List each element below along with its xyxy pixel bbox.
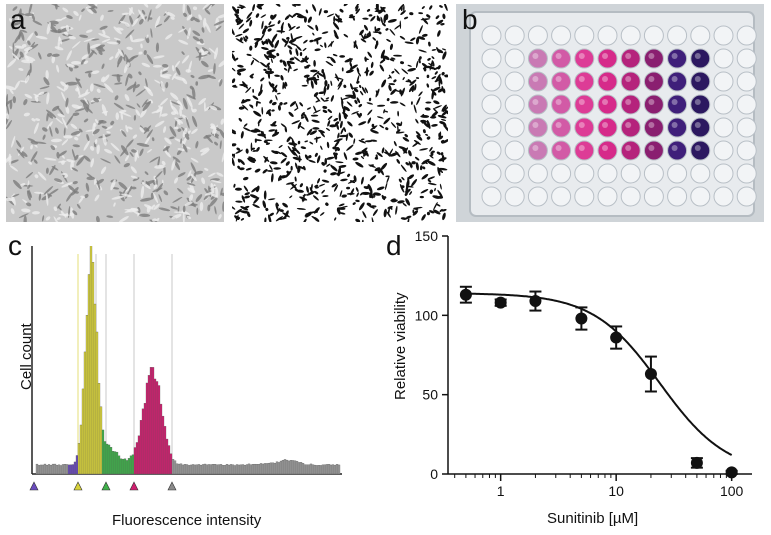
data-point [610, 331, 623, 344]
data-point [725, 466, 738, 479]
panel-label-b: b [462, 4, 478, 35]
segmented-cells-image [232, 4, 448, 222]
panel-label-c: c [8, 230, 22, 261]
gate-marker-triangle [129, 481, 139, 491]
dose-xlabel: Sunitinib [µM] [547, 510, 639, 527]
gate-marker-triangle [73, 481, 83, 491]
plate-wells [481, 25, 757, 207]
x-tick-label: 1 [497, 483, 505, 499]
data-point [459, 288, 472, 301]
dose-axes: 0 50 100 150 1 10 100 [415, 228, 752, 499]
data-point [494, 296, 507, 309]
binary-texture [232, 4, 448, 222]
well-plate-image [456, 4, 764, 222]
gate-marker-triangle [29, 481, 39, 491]
cell-culture-image [6, 4, 224, 222]
cell-texture [6, 4, 224, 222]
binary-mask-image [232, 4, 448, 222]
histogram-bars [35, 246, 341, 475]
histogram-ylabel: Cell count [18, 323, 35, 390]
y-tick-label: 150 [415, 228, 439, 244]
dose-response-chart: 0 50 100 150 1 10 100 [415, 228, 752, 499]
y-tick-label: 100 [415, 307, 439, 323]
panel-label-a: a [10, 4, 26, 35]
y-tick-label: 0 [430, 466, 438, 482]
fluorescence-histogram [29, 246, 342, 491]
panel-label-d: d [386, 230, 402, 261]
data-points [459, 285, 738, 479]
data-point [575, 312, 588, 325]
well-plate-photo [456, 4, 764, 222]
histogram-xlabel: Fluorescence intensity [112, 512, 262, 529]
x-tick-label: 100 [720, 483, 744, 499]
data-point [644, 368, 657, 381]
gate-markers [29, 481, 177, 491]
data-point [529, 295, 542, 308]
cell-culture-micrograph [6, 4, 224, 222]
x-tick-label: 10 [608, 483, 624, 499]
dose-ylabel: Relative viability [392, 292, 409, 400]
gate-marker-triangle [101, 481, 111, 491]
fit-curve [465, 292, 733, 456]
y-tick-label: 50 [422, 387, 438, 403]
data-point [690, 456, 703, 469]
gate-marker-triangle [167, 481, 177, 491]
